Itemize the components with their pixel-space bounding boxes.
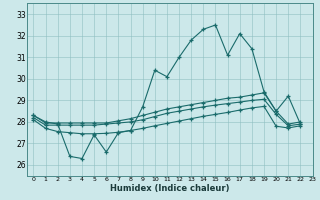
X-axis label: Humidex (Indice chaleur): Humidex (Indice chaleur) (110, 184, 230, 193)
